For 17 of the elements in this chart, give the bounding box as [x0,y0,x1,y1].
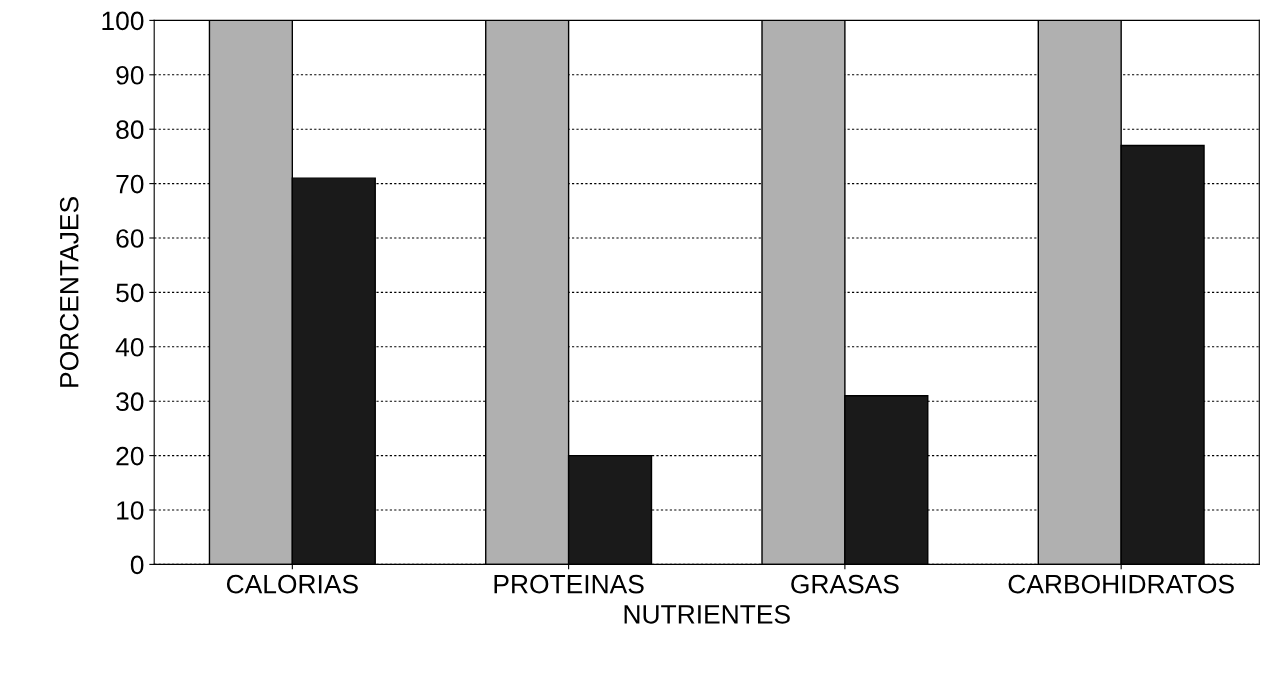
y-tick-label: 10 [117,501,144,520]
y-tick-label: 70 [116,174,144,194]
x-tick-label: GRASAS [791,574,899,594]
y-tick-label: 0 [130,555,144,575]
y-tick-label: 100 [102,11,144,31]
x-axis-title: NUTRIENTES [624,604,790,624]
y-axis-title: PORCENTAJES [59,197,79,387]
x-tick-label: CALORIAS [226,574,358,594]
y-tick-label: 60 [116,229,144,248]
y-tick-label: 80 [116,120,144,140]
x-tick-label: CARBOHIDRATOS [1008,574,1234,594]
x-tick-label: PROTEINAS [494,574,644,594]
y-tick-label: 20 [116,446,144,466]
y-tick-label: 40 [115,337,144,357]
y-tick-label: 90 [116,65,144,85]
y-tick-label: 50 [116,283,144,303]
y-tick-label: 30 [116,392,144,412]
